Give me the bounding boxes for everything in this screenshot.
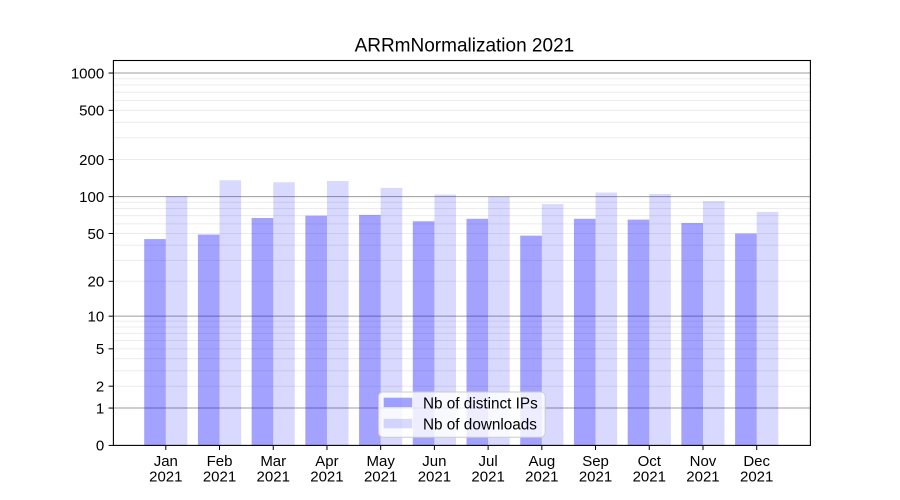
- svg-text:50: 50: [88, 226, 105, 243]
- svg-text:0: 0: [96, 438, 104, 455]
- svg-text:2021: 2021: [418, 469, 451, 486]
- svg-text:2021: 2021: [149, 469, 182, 486]
- svg-text:2021: 2021: [525, 469, 558, 486]
- svg-text:2021: 2021: [364, 469, 397, 486]
- svg-text:2021: 2021: [310, 469, 343, 486]
- svg-text:200: 200: [79, 152, 104, 169]
- svg-text:Dec: Dec: [743, 453, 770, 470]
- svg-text:Jan: Jan: [154, 453, 178, 470]
- svg-text:Feb: Feb: [207, 453, 233, 470]
- svg-text:May: May: [366, 453, 395, 470]
- svg-text:10: 10: [88, 308, 105, 325]
- svg-text:2021: 2021: [203, 469, 236, 486]
- svg-text:1: 1: [96, 400, 104, 417]
- svg-text:2021: 2021: [471, 469, 504, 486]
- svg-text:ARRmNormalization 2021: ARRmNormalization 2021: [355, 36, 575, 57]
- svg-text:500: 500: [79, 103, 104, 120]
- svg-text:Nov: Nov: [690, 453, 717, 470]
- svg-text:20: 20: [88, 274, 105, 291]
- svg-text:2021: 2021: [257, 469, 290, 486]
- svg-text:Jun: Jun: [422, 453, 446, 470]
- svg-text:Nb of distinct IPs: Nb of distinct IPs: [423, 396, 538, 413]
- svg-text:Jul: Jul: [479, 453, 498, 470]
- svg-text:Apr: Apr: [315, 453, 338, 470]
- svg-text:1000: 1000: [71, 65, 104, 82]
- svg-text:5: 5: [96, 341, 104, 358]
- svg-text:2021: 2021: [740, 469, 773, 486]
- svg-text:Aug: Aug: [528, 453, 555, 470]
- svg-text:Oct: Oct: [638, 453, 662, 470]
- svg-text:2021: 2021: [579, 469, 612, 486]
- svg-text:2021: 2021: [686, 469, 719, 486]
- svg-text:Mar: Mar: [260, 453, 286, 470]
- svg-text:100: 100: [79, 189, 104, 206]
- svg-text:2: 2: [96, 378, 104, 395]
- svg-text:Sep: Sep: [582, 453, 609, 470]
- svg-text:Nb of downloads: Nb of downloads: [423, 416, 537, 433]
- svg-text:2021: 2021: [633, 469, 666, 486]
